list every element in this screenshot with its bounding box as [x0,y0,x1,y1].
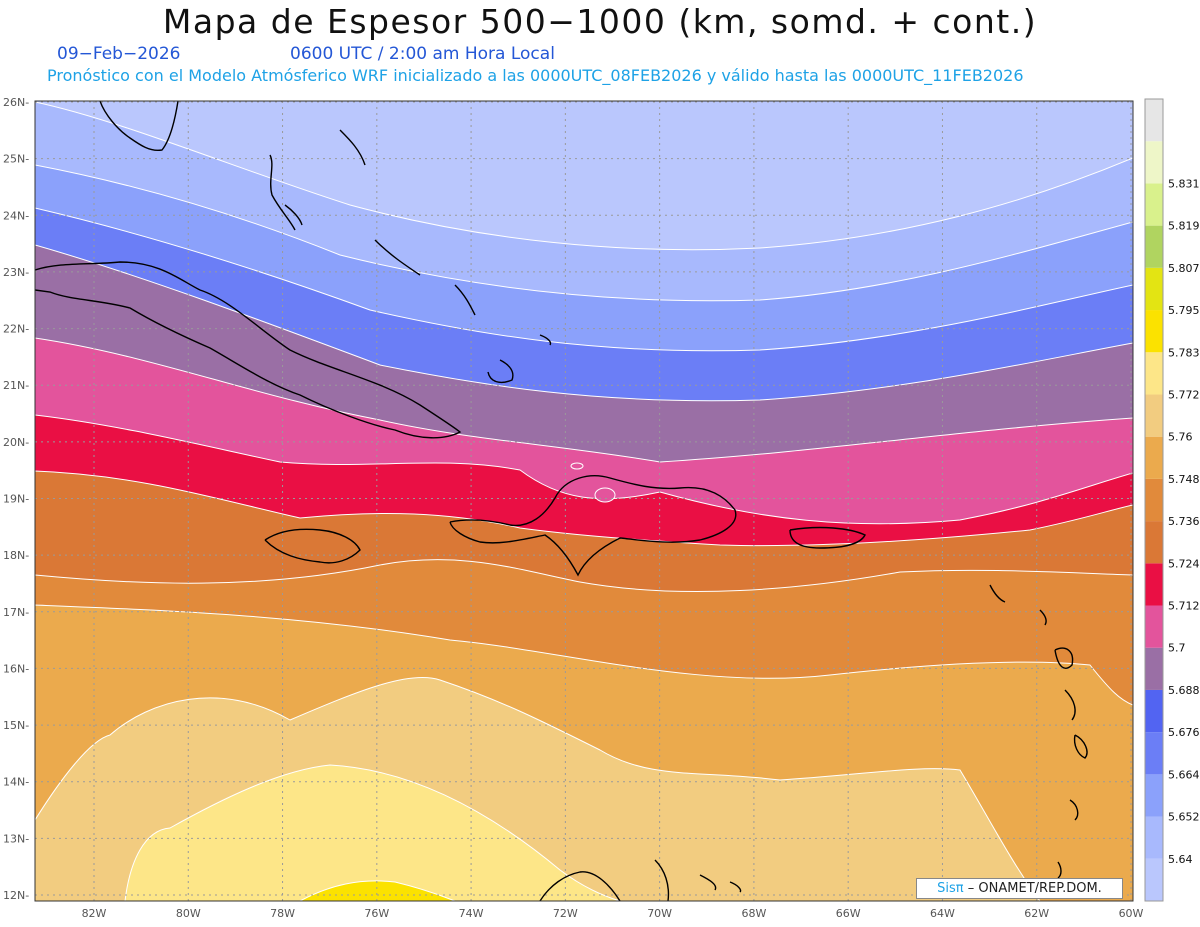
plot-frame [34,100,1134,902]
legend-label: 5.724 [1168,557,1200,570]
lon-label: 72W [553,907,578,920]
legend-swatch [1145,436,1163,479]
legend-swatch [1145,141,1163,184]
forecast-date: 09−Feb−2026 [57,44,181,64]
legend-swatch [1145,563,1163,606]
legend-swatch [1145,732,1163,775]
color-legend: 5.64 5.652 5.664 5.676 5.688 5.7 5.712 5.724 5.7… [1144,98,1200,902]
lat-label: 22N- [3,323,29,336]
lon-label: 76W [364,907,389,920]
legend-swatch [1145,774,1163,817]
lon-label: 68W [741,907,766,920]
map-grid [35,101,1133,901]
lat-label: 24N- [3,209,29,222]
longitude-labels: 82W 80W 78W 76W 74W 72W 70W 68W 66W 64W 62W 60W [82,907,1144,920]
lon-label: 70W [647,907,672,920]
lat-label: 14N- [3,776,29,789]
brand-logo: Sisπ [937,881,964,896]
lat-label: 13N- [3,832,29,845]
legend-swatch [1145,99,1163,142]
lat-label: 16N- [3,662,29,675]
legend-label: 5.772 [1168,388,1200,401]
lat-label: 20N- [3,436,29,449]
legend-label: 5.819 [1168,220,1200,233]
lat-label: 26N- [3,96,29,109]
lon-label: 66W [836,907,861,920]
latitude-labels: 26N- 25N- 24N- 23N- 22N- 21N- 20N- 19N- 18N- 17N-… [3,96,29,902]
legend-swatch [1145,647,1163,690]
lon-label: 78W [270,907,295,920]
lat-label: 15N- [3,719,29,732]
legend-label: 5.712 [1168,600,1200,613]
lon-label: 74W [459,907,484,920]
legend-label: 5.676 [1168,726,1200,739]
legend-label: 5.664 [1168,768,1200,781]
lon-label: 80W [176,907,201,920]
footer-credit: Sisπ – ONAMET/REP.DOM. [916,878,1123,899]
lat-label: 17N- [3,606,29,619]
forecast-time: 0600 UTC / 2:00 am Hora Local [290,44,555,64]
lat-label: 25N- [3,153,29,166]
model-description: Pronóstico con el Modelo Atmósferico WRF… [47,66,1024,85]
lon-label: 82W [82,907,107,920]
legend-label: 5.783 [1168,346,1200,359]
legend-swatch [1145,689,1163,733]
legend-swatch [1145,352,1163,395]
legend-label: 5.795 [1168,304,1200,317]
legend-swatch [1145,394,1163,437]
legend-swatch [1145,858,1163,901]
legend-label: 5.807 [1168,262,1200,275]
legend-label: 5.831 [1168,177,1200,190]
legend-label: 5.7 [1168,642,1186,655]
lon-label: 64W [930,907,955,920]
legend-frame [1144,98,1164,902]
legend-label: 5.652 [1168,811,1200,824]
lat-label: 18N- [3,549,29,562]
lat-label: 23N- [3,266,29,279]
thickness-bands [35,101,1133,901]
lon-label: 60W [1119,907,1144,920]
lat-label: 12N- [3,889,29,902]
legend-swatch [1145,478,1163,522]
legend-swatch [1145,605,1163,648]
legend-swatch [1145,310,1163,353]
legend-label: 5.64 [1168,853,1193,866]
legend-swatch [1145,225,1163,268]
legend-label: 5.748 [1168,473,1200,486]
footer-org: – ONAMET/REP.DOM. [967,881,1102,896]
legend-swatch [1145,521,1163,564]
legend-swatch [1145,267,1163,311]
legend-label: 5.736 [1168,515,1200,528]
band-5.783 [299,880,456,901]
lon-label: 62W [1024,907,1049,920]
legend-label: 5.76 [1168,431,1193,444]
lat-label: 21N- [3,379,29,392]
legend-swatch [1145,816,1163,859]
legend-swatch [1145,183,1163,226]
legend-label: 5.688 [1168,684,1200,697]
coastlines [35,101,1088,901]
lat-label: 19N- [3,493,29,506]
map-title: Mapa de Espesor 500−1000 (km, somd. + co… [162,2,1038,41]
